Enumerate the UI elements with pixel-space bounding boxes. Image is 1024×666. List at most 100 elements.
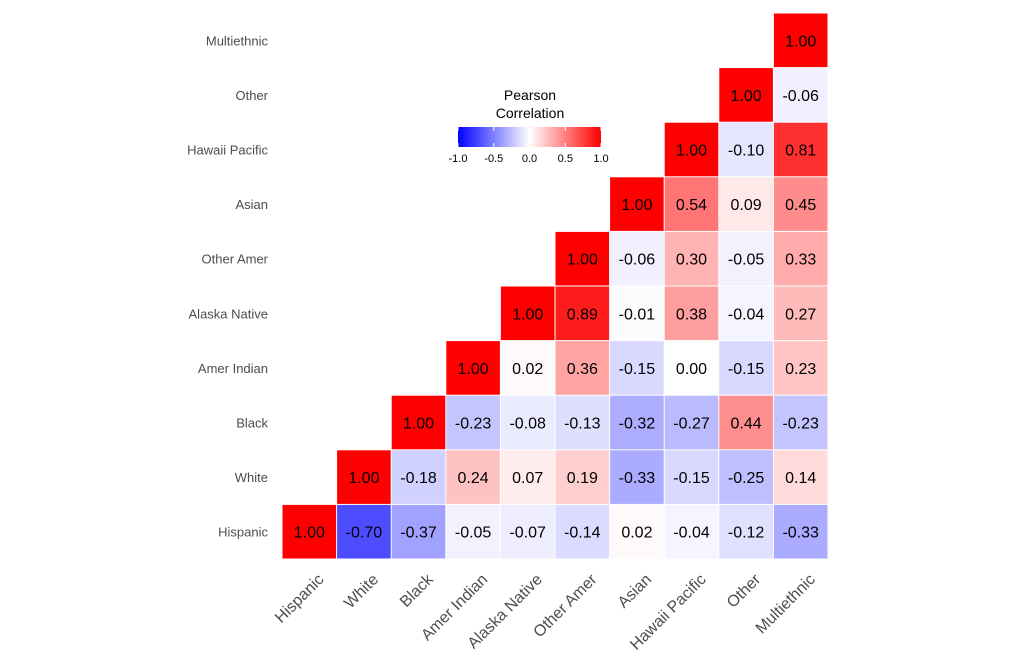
heatmap-cell: [664, 504, 719, 559]
heatmap-cell: [500, 504, 555, 559]
heatmap-cell: [773, 450, 828, 504]
cell-value-label: -0.04: [728, 306, 765, 323]
cell-value-label: 0.14: [785, 470, 816, 487]
cell-value-label: -0.23: [782, 416, 819, 433]
cell-value-label: 0.54: [676, 197, 707, 214]
heatmap-cell: [610, 286, 664, 341]
cell-value-label: 1.00: [621, 197, 652, 214]
cell-value-label: -0.18: [400, 470, 437, 487]
cell-value-label: -0.07: [509, 525, 546, 542]
legend-tick-label: 1.0: [593, 153, 608, 165]
cell-value-label: -0.15: [619, 361, 656, 378]
heatmap-cell: [773, 68, 828, 122]
heatmap-cell: [773, 504, 828, 559]
cell-value-label: 1.00: [458, 361, 489, 378]
cell-value-label: 0.33: [785, 252, 816, 269]
legend-tick-label: 0.0: [522, 153, 537, 165]
heatmap-cell: [773, 286, 828, 341]
heatmap-cell: [719, 177, 773, 231]
y-tick-label: Amer Indian: [198, 361, 268, 376]
cell-value-label: 0.89: [567, 306, 598, 323]
cell-value-label: -0.33: [619, 470, 656, 487]
heatmap-cell: [391, 450, 446, 504]
heatmap-cell: [446, 341, 500, 395]
heatmap-cell: [446, 504, 500, 559]
heatmap-cell: [610, 395, 664, 450]
heatmap-cell: [610, 341, 664, 395]
heatmap-cell: [446, 450, 500, 504]
cell-value-label: 0.02: [512, 361, 543, 378]
cell-value-label: -0.14: [564, 525, 601, 542]
heatmap-cell: [610, 504, 664, 559]
x-tick-label: Multiethnic: [753, 571, 819, 637]
legend-tick-label: 0.5: [558, 153, 573, 165]
heatmap-cell: [773, 13, 828, 68]
heatmap-cell: [555, 341, 610, 395]
cell-value-label: 1.00: [785, 33, 816, 50]
heatmap-cell: [282, 504, 337, 559]
heatmap-cell: [719, 122, 773, 177]
y-tick-label: Asian: [235, 197, 268, 212]
cell-value-label: -0.08: [509, 416, 546, 433]
heatmap-cell: [555, 504, 610, 559]
heatmap-cell: [719, 450, 773, 504]
cell-value-label: 1.00: [403, 416, 434, 433]
heatmap-cell: [664, 341, 719, 395]
heatmap-cell: [610, 450, 664, 504]
heatmap-value-labels: 1.00 -0.70 1.00 -0.37 -0.18 1.00 -0.05 0.24 -0.2…: [294, 33, 819, 541]
heatmap-cell: [664, 286, 719, 341]
heatmap-cell: [719, 68, 773, 122]
cell-value-label: 0.23: [785, 361, 816, 378]
heatmap-cell: [555, 286, 610, 341]
cell-value-label: -0.04: [673, 525, 710, 542]
cell-value-label: 0.38: [676, 306, 707, 323]
heatmap-cell: [555, 231, 610, 286]
heatmap-cell: [610, 177, 664, 231]
heatmap-cell: [773, 395, 828, 450]
heatmap-cell: [719, 341, 773, 395]
cell-value-label: -0.05: [728, 252, 765, 269]
legend-title-line-2: Correlation: [496, 105, 564, 121]
heatmap-cell: [555, 395, 610, 450]
y-tick-label: Hispanic: [218, 525, 268, 540]
cell-value-label: 0.09: [731, 197, 762, 214]
x-tick-label: White: [341, 571, 382, 612]
cell-value-label: 1.00: [348, 470, 379, 487]
y-tick-label: Hawaii Pacific: [187, 143, 268, 158]
heatmap-cells: [282, 13, 828, 559]
heatmap-cell: [773, 122, 828, 177]
heatmap-cell: [337, 504, 391, 559]
cell-value-label: 0.24: [458, 470, 489, 487]
legend: Pearson Correlation -1.0 -0.5 0.0 0.5 1.0: [449, 87, 609, 165]
cell-value-label: -0.25: [728, 470, 765, 487]
cell-value-label: -0.05: [455, 525, 492, 542]
heatmap-cell: [664, 450, 719, 504]
y-tick-label: Other Amer: [202, 252, 269, 267]
y-tick-label: Alaska Native: [189, 306, 268, 321]
cell-value-label: 1.00: [731, 88, 762, 105]
heatmap-cell: [337, 450, 391, 504]
cell-value-label: -0.70: [346, 525, 383, 542]
heatmap-cell: [719, 231, 773, 286]
cell-value-label: -0.15: [728, 361, 765, 378]
heatmap-cell: [446, 395, 500, 450]
cell-value-label: 0.27: [785, 306, 816, 323]
legend-tick-label: -1.0: [449, 153, 468, 165]
cell-value-label: -0.01: [619, 306, 656, 323]
cell-value-label: -0.23: [455, 416, 492, 433]
y-tick-label: Other: [235, 88, 268, 103]
cell-value-label: 0.44: [731, 416, 762, 433]
heatmap-cell: [610, 231, 664, 286]
heatmap-cell: [391, 504, 446, 559]
heatmap-cell: [773, 231, 828, 286]
heatmap-cell: [500, 395, 555, 450]
x-tick-label: Black: [397, 570, 437, 610]
cell-value-label: -0.32: [619, 416, 656, 433]
heatmap-cell: [500, 450, 555, 504]
cell-value-label: 0.36: [567, 361, 598, 378]
x-tick-label: Hispanic: [272, 571, 327, 626]
cell-value-label: -0.06: [782, 88, 819, 105]
heatmap-cell: [773, 341, 828, 395]
heatmap-cell: [664, 122, 719, 177]
y-tick-label: Black: [236, 416, 268, 431]
